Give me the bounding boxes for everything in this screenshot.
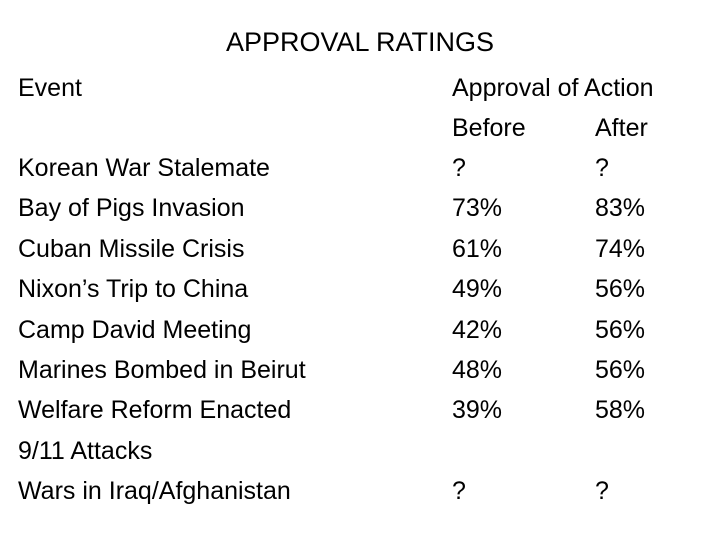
table-row: Korean War Stalemate ? ? [0,148,720,188]
table-row: Bay of Pigs Invasion 73% 83% [0,188,720,228]
before-cell: 42% [452,315,503,344]
after-cell: 74% [595,234,646,263]
event-cell: Welfare Reform Enacted [18,396,292,425]
after-cell: ? [595,477,609,506]
before-cell: 49% [452,275,503,304]
event-cell: Nixon’s Trip to China [18,275,249,304]
before-cell: 73% [452,194,503,223]
event-cell: Marines Bombed in Beirut [18,355,306,384]
table-row: Welfare Reform Enacted 39% 58% [0,390,720,430]
after-cell: 83% [595,194,646,223]
table-row: 9/11 Attacks [0,431,720,471]
after-cell: 56% [595,315,646,344]
event-cell: Cuban Missile Crisis [18,234,245,263]
table-row: Camp David Meeting 42% 56% [0,310,720,350]
before-cell: ? [452,477,466,506]
ratings-table: Korean War Stalemate ? ? Bay of Pigs Inv… [0,148,720,512]
event-cell: 9/11 Attacks [18,436,153,465]
before-cell: 48% [452,355,503,384]
after-column-header: After [595,114,648,142]
before-cell: 39% [452,396,503,425]
event-cell: Wars in Iraq/Afghanistan [18,477,291,506]
after-cell: 56% [595,355,646,384]
event-column-header: Event [18,74,82,102]
table-row: Nixon’s Trip to China 49% 56% [0,269,720,309]
after-cell: ? [595,154,609,182]
after-cell: 58% [595,396,646,425]
table-row: Marines Bombed in Beirut 48% 56% [0,350,720,390]
event-cell: Korean War Stalemate [18,154,270,182]
before-cell: ? [452,154,466,182]
after-cell: 56% [595,275,646,304]
event-cell: Bay of Pigs Invasion [18,194,245,223]
event-cell: Camp David Meeting [18,315,252,344]
before-column-header: Before [452,114,526,142]
table-row: Wars in Iraq/Afghanistan ? ? [0,471,720,511]
page-title: APPROVAL RATINGS [225,27,495,57]
before-cell: 61% [452,234,503,263]
table-row: Cuban Missile Crisis 61% 74% [0,229,720,269]
approval-column-header: Approval of Action [452,74,654,102]
